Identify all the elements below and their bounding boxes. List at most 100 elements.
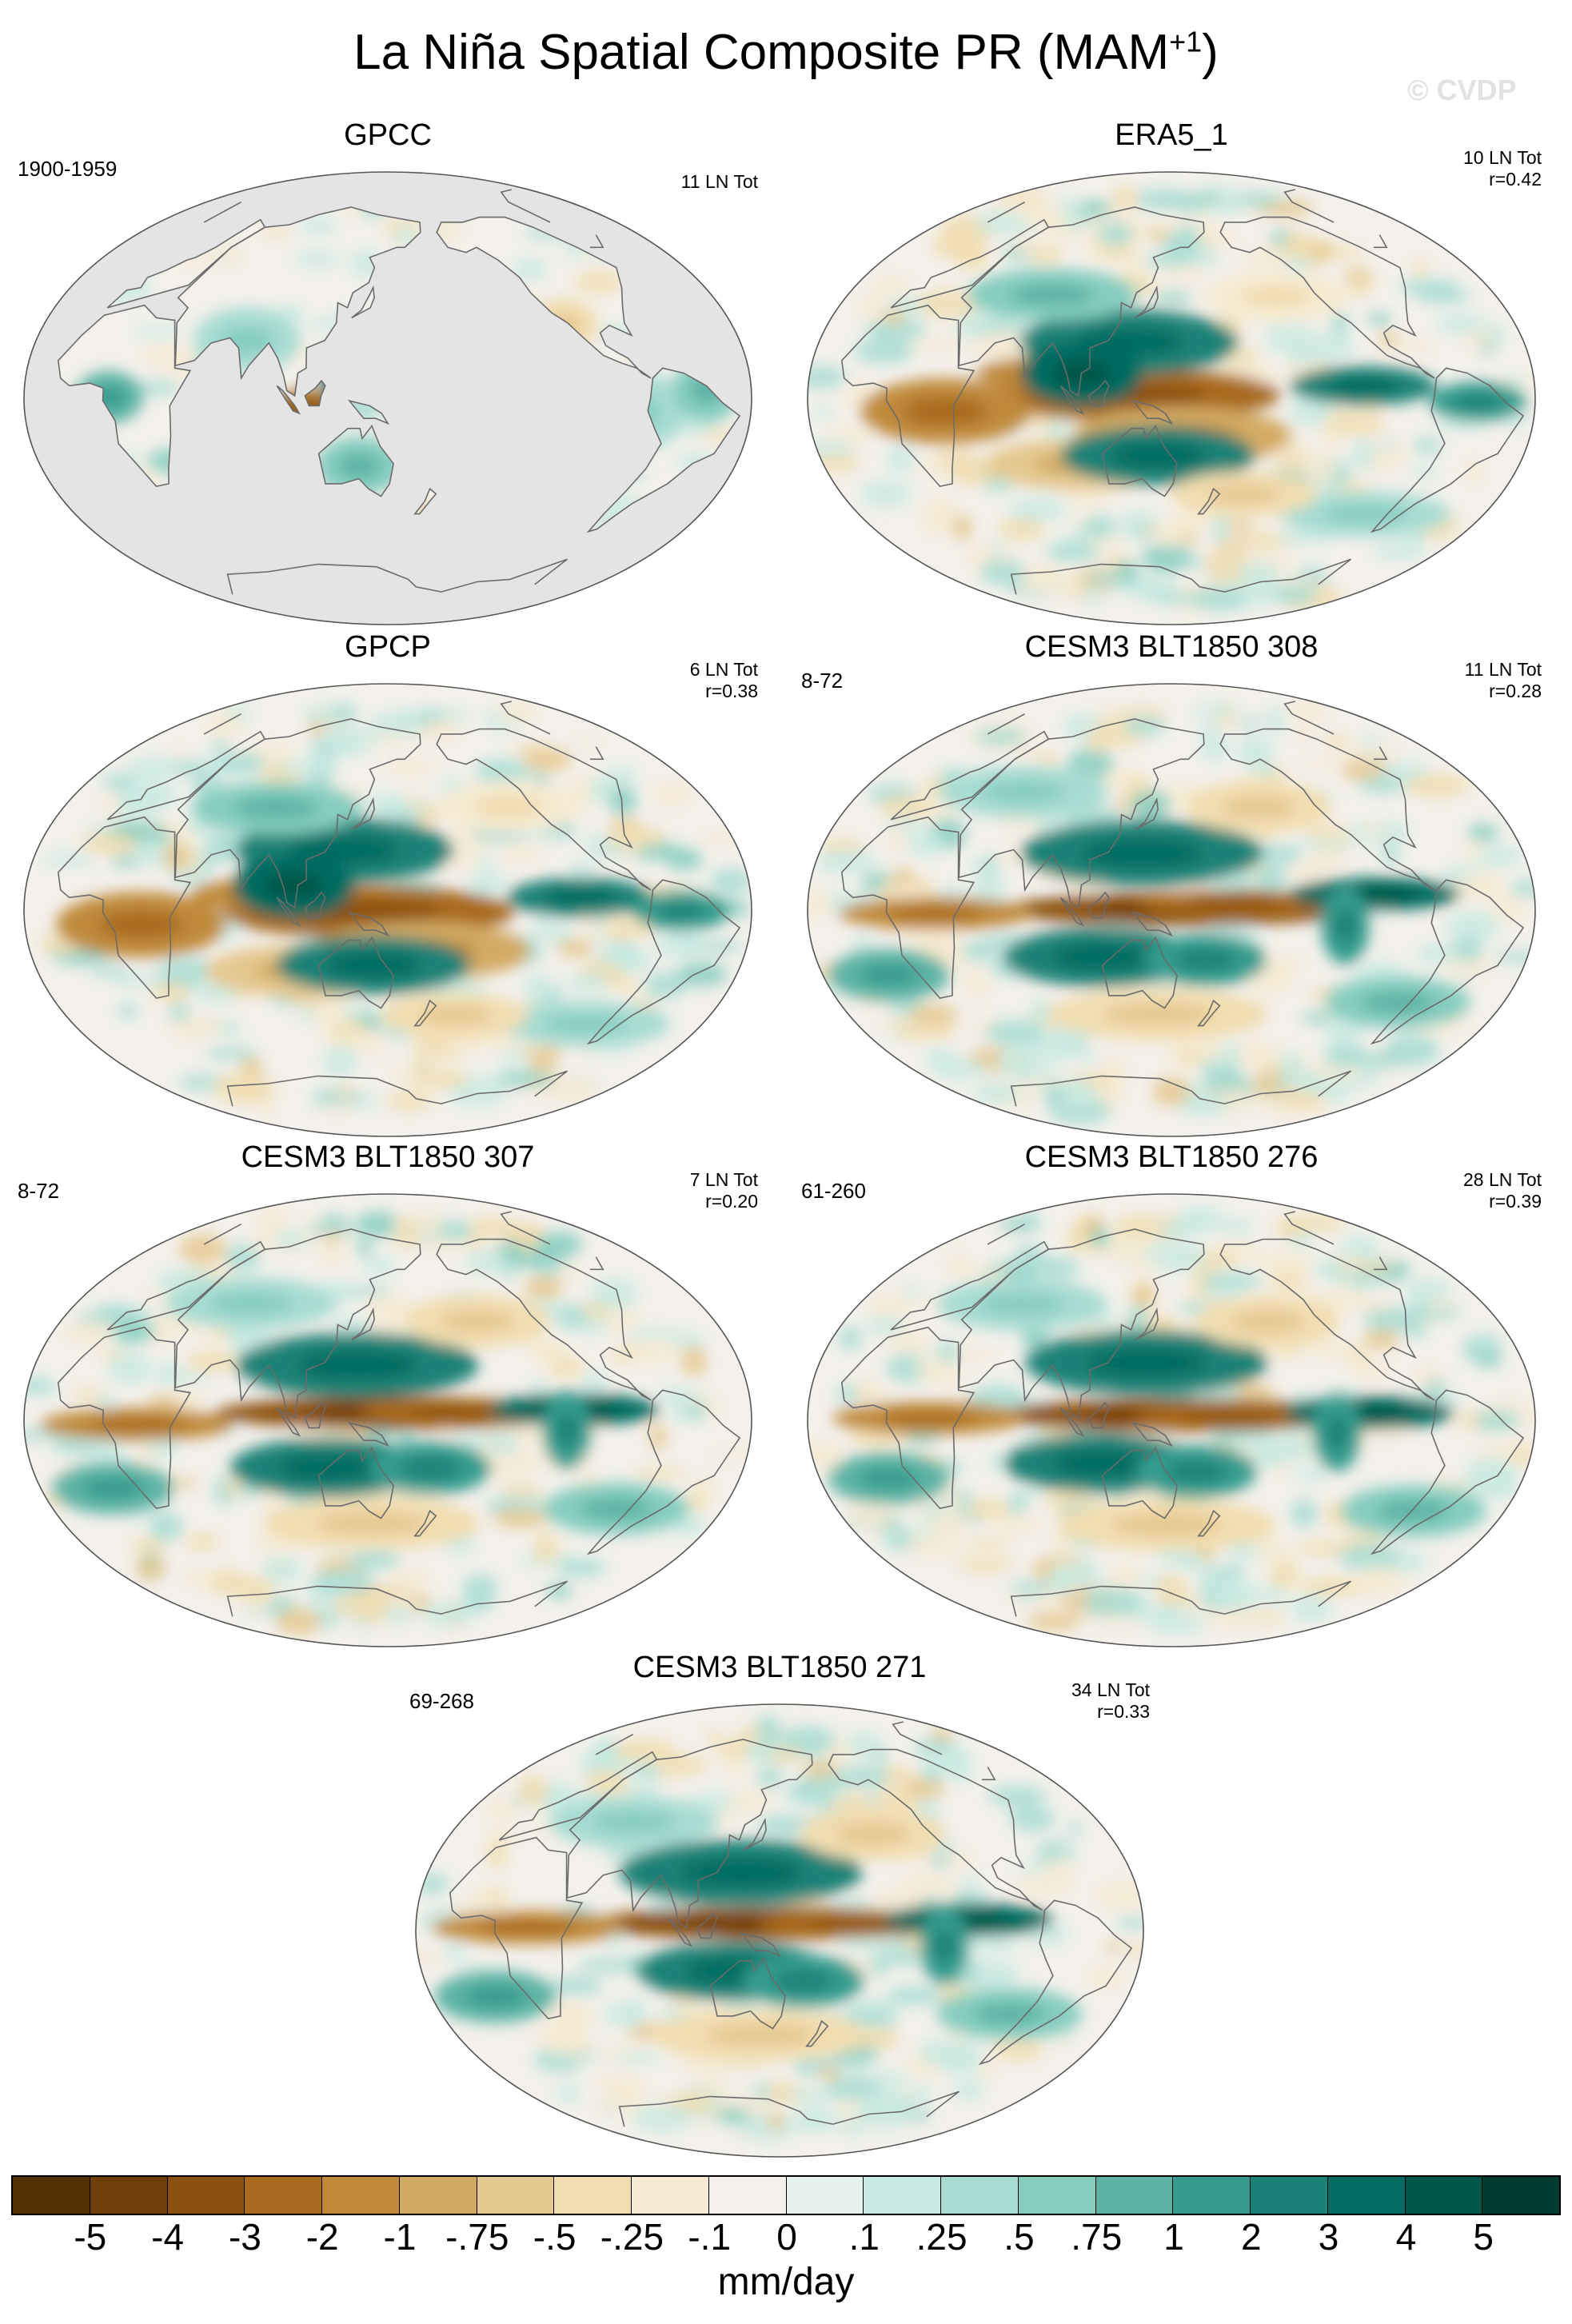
panel-title: CESM3 BLT1850 307 bbox=[241, 1140, 535, 1174]
anomaly-blob bbox=[1075, 200, 1112, 218]
anomaly-blob bbox=[627, 1338, 683, 1365]
anomaly-blob bbox=[1075, 1559, 1095, 1570]
coastline-png bbox=[347, 1421, 389, 1448]
anomaly-blob bbox=[1290, 1595, 1334, 1622]
coastline-africa bbox=[57, 816, 192, 999]
coastline-africa bbox=[840, 304, 976, 487]
coastline-antarctica bbox=[1010, 563, 1200, 595]
coastline-japan bbox=[351, 797, 375, 831]
coastline-png bbox=[739, 1931, 781, 1958]
anomaly-blob bbox=[365, 1293, 417, 1323]
anomaly-blob bbox=[421, 1236, 466, 1253]
anomaly-blob bbox=[894, 1023, 958, 1041]
anomaly-blob bbox=[565, 973, 611, 992]
anomaly-blob bbox=[209, 1569, 248, 1597]
panel-event-count: 10 LN Tot bbox=[1462, 147, 1542, 168]
anomaly-blob bbox=[499, 842, 542, 865]
coastline-nz bbox=[805, 2019, 829, 2047]
coastline-greenland bbox=[500, 701, 551, 735]
anomaly-blob bbox=[1041, 1491, 1093, 1505]
anomaly-core bbox=[440, 1310, 513, 1332]
coastline-namerica bbox=[436, 216, 652, 379]
anomaly-core bbox=[1009, 283, 1095, 306]
anomaly-blob bbox=[1285, 341, 1314, 365]
anomaly-blob bbox=[1452, 935, 1483, 962]
coastline-japan bbox=[1135, 285, 1159, 319]
anomaly-core bbox=[1323, 504, 1408, 524]
anomaly-blob bbox=[1200, 1272, 1263, 1289]
coastline-samerica bbox=[586, 1389, 741, 1555]
anomaly-blob bbox=[1510, 880, 1535, 897]
anomaly-core bbox=[1222, 796, 1295, 818]
anomaly-blob bbox=[768, 2080, 792, 2101]
anomaly-blob bbox=[900, 1286, 924, 1298]
anomaly-blob bbox=[152, 982, 190, 1004]
anomaly-blob bbox=[146, 1394, 182, 1412]
anomaly-blob bbox=[589, 1738, 625, 1768]
anomaly-blob bbox=[988, 542, 1007, 553]
anomaly-blob bbox=[906, 833, 946, 857]
anomaly-core bbox=[317, 1512, 426, 1535]
anomaly-blob bbox=[260, 227, 293, 238]
anomaly-blob bbox=[632, 2102, 692, 2132]
anomaly-blob bbox=[518, 1774, 548, 1805]
coastline-antarctica bbox=[1199, 1070, 1351, 1104]
panel-stats: 34 LN Tot r=0.33 bbox=[1071, 1679, 1150, 1723]
anomaly-blob bbox=[1273, 1216, 1307, 1239]
anomaly-blob bbox=[107, 1352, 154, 1384]
anomaly-blob bbox=[832, 1895, 872, 1909]
map-plot bbox=[807, 171, 1536, 625]
coastline-asia bbox=[566, 1739, 813, 1930]
anomaly-blob bbox=[162, 841, 193, 872]
anomaly-blob bbox=[1163, 264, 1207, 283]
anomaly-blob bbox=[1130, 790, 1171, 821]
anomaly-blob bbox=[581, 1371, 606, 1399]
panel-period: 69-268 bbox=[409, 1689, 474, 1713]
coastline-samerica bbox=[1370, 1389, 1525, 1555]
anomaly-blob bbox=[756, 1815, 815, 1836]
coastline-greenland bbox=[203, 1223, 241, 1245]
colorbar-swatch bbox=[708, 2177, 787, 2214]
coastline-australia bbox=[317, 425, 394, 497]
anomaly-blob bbox=[1044, 543, 1100, 561]
anomaly-blob bbox=[476, 1449, 540, 1478]
panel-correlation: r=0.20 bbox=[705, 1191, 758, 1212]
anomaly-blob bbox=[40, 853, 97, 867]
anomaly-blob bbox=[1196, 721, 1219, 735]
anomaly-blob bbox=[1363, 1308, 1422, 1332]
cvdp-watermark: © CVDP bbox=[1407, 74, 1517, 106]
anomaly-core bbox=[1376, 1499, 1450, 1523]
anomaly-blob bbox=[1094, 1879, 1143, 1911]
anomaly-blob bbox=[261, 1556, 302, 1584]
anomaly-blob bbox=[916, 1356, 953, 1382]
coastline-antarctica bbox=[1010, 1585, 1200, 1617]
anomaly-blob bbox=[1493, 952, 1535, 963]
coastline-greenland bbox=[1283, 189, 1335, 223]
anomaly-core bbox=[472, 795, 545, 818]
anomaly-blob bbox=[1425, 1298, 1454, 1310]
coastline-sumatra bbox=[668, 1917, 693, 1947]
coastline-africa bbox=[840, 1326, 976, 1509]
anomaly-blob bbox=[1180, 1048, 1203, 1066]
anomaly-blob bbox=[224, 246, 241, 269]
anomaly-core bbox=[1325, 1415, 1350, 1449]
panel-event-count: 11 LN Tot bbox=[1464, 659, 1542, 680]
anomaly-blob bbox=[860, 480, 912, 507]
anomaly-core bbox=[859, 964, 920, 987]
anomaly-blob bbox=[388, 1567, 431, 1591]
coastline-png bbox=[1131, 911, 1173, 937]
anomaly-blob bbox=[1042, 1859, 1079, 1877]
coastline-antarctica bbox=[416, 1070, 568, 1104]
panel-correlation: r=0.38 bbox=[705, 681, 758, 701]
anomaly-blob bbox=[1201, 1036, 1224, 1063]
anomaly-core bbox=[1231, 1310, 1304, 1333]
anomaly-blob bbox=[1309, 845, 1343, 869]
anomaly-blob bbox=[1283, 234, 1319, 260]
anomaly-blob bbox=[62, 1319, 117, 1346]
anomaly-blob bbox=[240, 1056, 263, 1077]
coastline-greenland bbox=[987, 201, 1025, 223]
coastline-greenland bbox=[981, 1767, 996, 1781]
anomaly-blob bbox=[674, 928, 698, 942]
coastline-japan bbox=[743, 1817, 767, 1851]
anomaly-blob bbox=[808, 365, 847, 389]
